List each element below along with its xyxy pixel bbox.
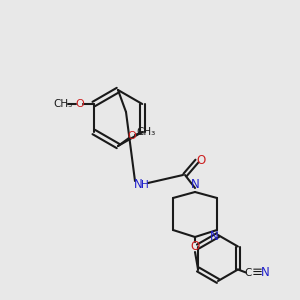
Text: C: C xyxy=(244,268,252,278)
Text: N: N xyxy=(260,266,269,279)
Text: O: O xyxy=(75,99,84,109)
Text: ≡: ≡ xyxy=(251,266,262,279)
Text: N: N xyxy=(134,178,142,191)
Text: H: H xyxy=(141,180,149,190)
Text: O: O xyxy=(128,131,136,141)
Text: N: N xyxy=(190,178,200,191)
Text: CH₃: CH₃ xyxy=(136,127,156,137)
Text: CH₃: CH₃ xyxy=(53,99,72,109)
Text: N: N xyxy=(210,230,218,244)
Text: O: O xyxy=(196,154,206,167)
Text: O: O xyxy=(190,241,200,254)
